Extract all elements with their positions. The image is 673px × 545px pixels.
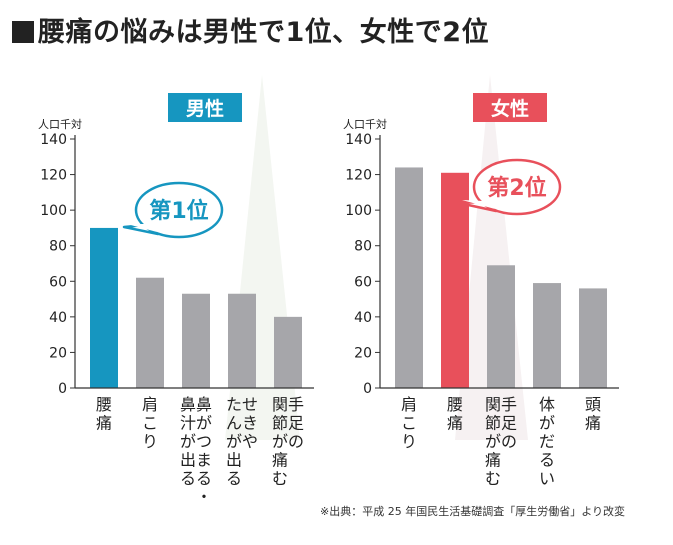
female-chart: 女性人口千対020406080100120140肩こり腰痛手足の関節が痛む体がだ… bbox=[343, 93, 619, 488]
bar bbox=[228, 293, 256, 388]
callout-tail-fill bbox=[462, 200, 495, 209]
x-tick-label: 痛 bbox=[272, 451, 288, 470]
y-tick-label: 140 bbox=[345, 132, 372, 148]
x-tick-label: こ bbox=[401, 414, 417, 433]
x-tick-label: い bbox=[539, 469, 555, 488]
x-tick-label: る bbox=[196, 469, 212, 488]
x-tick-label: る bbox=[539, 451, 555, 470]
x-tick-label: 出 bbox=[226, 451, 242, 470]
source-note: ※出典：平成 25 年国民生活基礎調査「厚生労働省」より改変 bbox=[320, 505, 625, 518]
y-tick-label: 60 bbox=[354, 274, 372, 290]
x-tick-label: 肩 bbox=[401, 395, 417, 414]
x-tick-label: 腰 bbox=[447, 395, 463, 414]
x-tick-label: 足 bbox=[288, 414, 304, 433]
y-tick-label: 80 bbox=[354, 239, 372, 255]
x-tick-label: り bbox=[142, 432, 158, 451]
x-tick-label: 関 bbox=[272, 395, 288, 414]
bar bbox=[136, 277, 164, 388]
x-tick-label: る bbox=[226, 469, 242, 488]
x-tick-label: が bbox=[272, 432, 288, 451]
y-tick-label: 0 bbox=[363, 381, 372, 397]
bar bbox=[395, 167, 423, 388]
title-square-icon bbox=[12, 21, 34, 43]
x-tick-label: き bbox=[242, 414, 258, 433]
callout-bubble bbox=[134, 181, 224, 239]
x-tick-label: が bbox=[539, 414, 555, 433]
x-tick-label: た bbox=[226, 395, 242, 414]
y-tick-label: 120 bbox=[345, 168, 372, 184]
panel-title: 女性 bbox=[491, 97, 529, 120]
x-tick-label: 関 bbox=[485, 395, 501, 414]
x-tick-label: 節 bbox=[272, 414, 288, 433]
bar bbox=[441, 172, 469, 388]
x-tick-label: だ bbox=[539, 432, 555, 451]
y-axis-label: 人口千対 bbox=[38, 117, 82, 131]
y-tick-label: 40 bbox=[49, 310, 67, 326]
bar bbox=[90, 227, 118, 388]
callout-label: 第1位 bbox=[149, 198, 208, 224]
x-tick-label: が bbox=[196, 414, 212, 433]
y-tick-label: 20 bbox=[49, 345, 67, 361]
y-tick-label: 40 bbox=[354, 310, 372, 326]
x-tick-label: 鼻 bbox=[180, 395, 196, 414]
x-tick-label: 手 bbox=[501, 395, 517, 414]
x-tick-label: む bbox=[485, 469, 501, 488]
panel-title: 男性 bbox=[186, 97, 224, 120]
callout-label: 第2位 bbox=[487, 175, 546, 201]
y-tick-label: 0 bbox=[58, 381, 67, 397]
y-tick-label: 100 bbox=[40, 203, 67, 219]
x-tick-label: 痛 bbox=[585, 414, 601, 433]
x-tick-label: 痛 bbox=[96, 414, 112, 433]
x-tick-label: 出 bbox=[180, 451, 196, 470]
x-tick-label: 体 bbox=[539, 395, 555, 414]
y-tick-label: 140 bbox=[40, 132, 67, 148]
callout-bubble bbox=[472, 158, 562, 216]
x-tick-label: 節 bbox=[485, 414, 501, 433]
y-tick-label: 20 bbox=[354, 345, 372, 361]
x-tick-label: こ bbox=[142, 414, 158, 433]
x-tick-label: ・ bbox=[196, 488, 212, 507]
x-tick-label: 肩 bbox=[142, 395, 158, 414]
y-tick-label: 100 bbox=[345, 203, 372, 219]
x-tick-label: 痛 bbox=[447, 414, 463, 433]
x-tick-label: 痛 bbox=[485, 451, 501, 470]
x-tick-label: つ bbox=[196, 432, 212, 451]
x-tick-label: 頭 bbox=[585, 395, 601, 414]
panel-title-bg bbox=[168, 93, 242, 122]
bar bbox=[487, 265, 515, 388]
x-tick-label: せ bbox=[242, 395, 258, 414]
callout-tail-fill bbox=[127, 224, 157, 232]
x-tick-label: 鼻 bbox=[196, 395, 212, 414]
x-tick-label: が bbox=[226, 432, 242, 451]
y-axis-label: 人口千対 bbox=[343, 117, 387, 131]
x-tick-label: が bbox=[485, 432, 501, 451]
y-tick-label: 80 bbox=[49, 239, 67, 255]
x-tick-label: ん bbox=[226, 414, 242, 433]
x-tick-label: ま bbox=[196, 451, 212, 470]
x-tick-label: や bbox=[242, 432, 258, 451]
x-tick-label: む bbox=[272, 469, 288, 488]
x-tick-label: 腰 bbox=[96, 395, 112, 414]
y-tick-label: 120 bbox=[40, 168, 67, 184]
panel-title-bg bbox=[473, 93, 547, 122]
x-tick-label: 汁 bbox=[180, 414, 196, 433]
x-tick-label: が bbox=[180, 432, 196, 451]
x-tick-label: 手 bbox=[288, 395, 304, 414]
x-tick-label: 足 bbox=[501, 414, 517, 433]
bar bbox=[579, 288, 607, 388]
bar bbox=[274, 316, 302, 388]
x-tick-label: の bbox=[501, 432, 517, 451]
male-chart: 男性人口千対020406080100120140腰痛肩こり鼻がつまる・鼻汁が出る… bbox=[38, 93, 314, 507]
page-title: 腰痛の悩みは男性で1位、女性で2位 bbox=[12, 10, 489, 49]
x-tick-label: の bbox=[288, 432, 304, 451]
x-tick-label: る bbox=[180, 469, 196, 488]
x-tick-label: り bbox=[401, 432, 417, 451]
bar bbox=[182, 293, 210, 388]
bar bbox=[533, 283, 561, 388]
title-text: 腰痛の悩みは男性で1位、女性で2位 bbox=[38, 17, 490, 48]
y-tick-label: 60 bbox=[49, 274, 67, 290]
